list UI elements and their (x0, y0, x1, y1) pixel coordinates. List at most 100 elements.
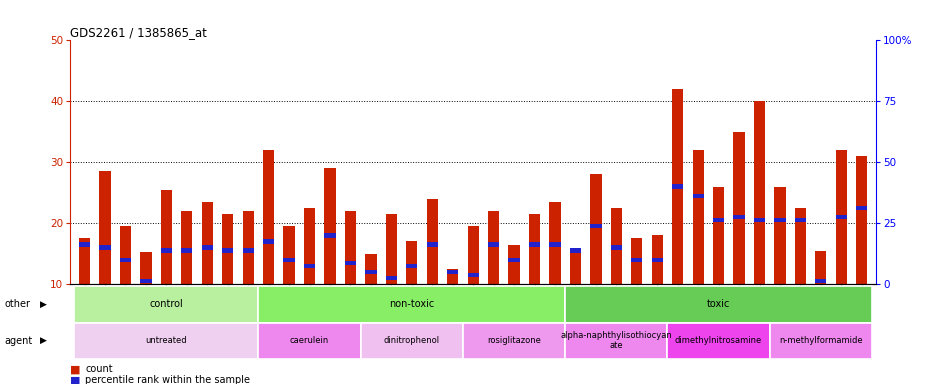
Bar (794, 208, 805, 284)
Bar (773, 187, 784, 284)
Bar (462, 323, 564, 359)
Bar (569, 248, 580, 253)
Bar (569, 248, 580, 284)
Text: other: other (5, 299, 31, 310)
Bar (467, 226, 478, 284)
Bar (610, 245, 622, 250)
Bar (692, 150, 703, 284)
Bar (181, 211, 192, 284)
Bar (258, 323, 360, 359)
Bar (140, 279, 152, 283)
Bar (564, 286, 871, 323)
Text: dimethylnitrosamine: dimethylnitrosamine (674, 336, 761, 345)
Bar (712, 187, 724, 284)
Bar (508, 245, 519, 284)
Text: alpha-naphthylisothiocyan
ate: alpha-naphthylisothiocyan ate (560, 331, 671, 351)
Bar (446, 269, 458, 284)
Bar (631, 238, 642, 284)
Text: n-methylformamide: n-methylformamide (778, 336, 862, 345)
Bar (99, 171, 110, 284)
Bar (856, 156, 867, 284)
Bar (446, 270, 458, 274)
Bar (856, 206, 867, 210)
Bar (835, 150, 846, 284)
Text: ▶: ▶ (40, 336, 47, 345)
Bar (242, 248, 254, 253)
Bar (324, 233, 335, 238)
Text: non-toxic: non-toxic (388, 299, 434, 310)
Bar (360, 323, 462, 359)
Bar (140, 252, 152, 284)
Bar (528, 214, 539, 284)
Bar (610, 208, 622, 284)
Bar (467, 273, 478, 277)
Bar (488, 242, 499, 247)
Bar (548, 202, 560, 284)
Bar (548, 242, 560, 247)
Bar (222, 248, 233, 253)
Bar (651, 258, 662, 262)
Bar (666, 323, 768, 359)
Bar (161, 190, 172, 284)
Bar (768, 323, 871, 359)
Bar (201, 245, 212, 250)
Bar (814, 279, 826, 283)
Text: rosiglitazone: rosiglitazone (487, 336, 540, 345)
Bar (564, 323, 666, 359)
Text: untreated: untreated (145, 336, 187, 345)
Text: GDS2261 / 1385865_at: GDS2261 / 1385865_at (70, 26, 207, 39)
Bar (794, 218, 805, 222)
Bar (835, 215, 846, 219)
Bar (365, 254, 376, 284)
Text: control: control (150, 299, 183, 310)
Bar (120, 226, 131, 284)
Text: toxic: toxic (706, 299, 729, 310)
Text: dinitrophenol: dinitrophenol (384, 336, 439, 345)
Bar (263, 150, 274, 284)
Bar (79, 238, 90, 284)
Bar (263, 239, 274, 243)
Bar (406, 242, 417, 284)
Bar (386, 214, 397, 284)
Bar (386, 276, 397, 280)
Bar (671, 89, 682, 284)
Bar (426, 199, 437, 284)
Bar (284, 258, 295, 262)
Bar (120, 258, 131, 262)
Bar (773, 218, 784, 222)
Bar (753, 101, 765, 284)
Text: ■: ■ (70, 364, 80, 374)
Bar (651, 235, 662, 284)
Text: caerulein: caerulein (289, 336, 329, 345)
Bar (74, 323, 258, 359)
Bar (258, 286, 564, 323)
Bar (426, 242, 437, 247)
Bar (508, 258, 519, 262)
Bar (74, 286, 258, 323)
Bar (303, 264, 314, 268)
Bar (590, 224, 601, 228)
Bar (344, 261, 356, 265)
Bar (99, 245, 110, 250)
Bar (284, 226, 295, 284)
Bar (733, 215, 744, 219)
Text: ■: ■ (70, 375, 80, 384)
Bar (733, 132, 744, 284)
Bar (303, 208, 314, 284)
Bar (753, 218, 765, 222)
Bar (712, 218, 724, 222)
Bar (365, 270, 376, 274)
Bar (692, 194, 703, 198)
Bar (79, 242, 90, 247)
Bar (161, 248, 172, 253)
Text: count: count (85, 364, 112, 374)
Text: percentile rank within the sample: percentile rank within the sample (85, 375, 250, 384)
Bar (201, 202, 212, 284)
Bar (324, 168, 335, 284)
Bar (242, 211, 254, 284)
Bar (488, 211, 499, 284)
Bar (631, 258, 642, 262)
Text: ▶: ▶ (40, 300, 47, 309)
Bar (181, 248, 192, 253)
Bar (406, 264, 417, 268)
